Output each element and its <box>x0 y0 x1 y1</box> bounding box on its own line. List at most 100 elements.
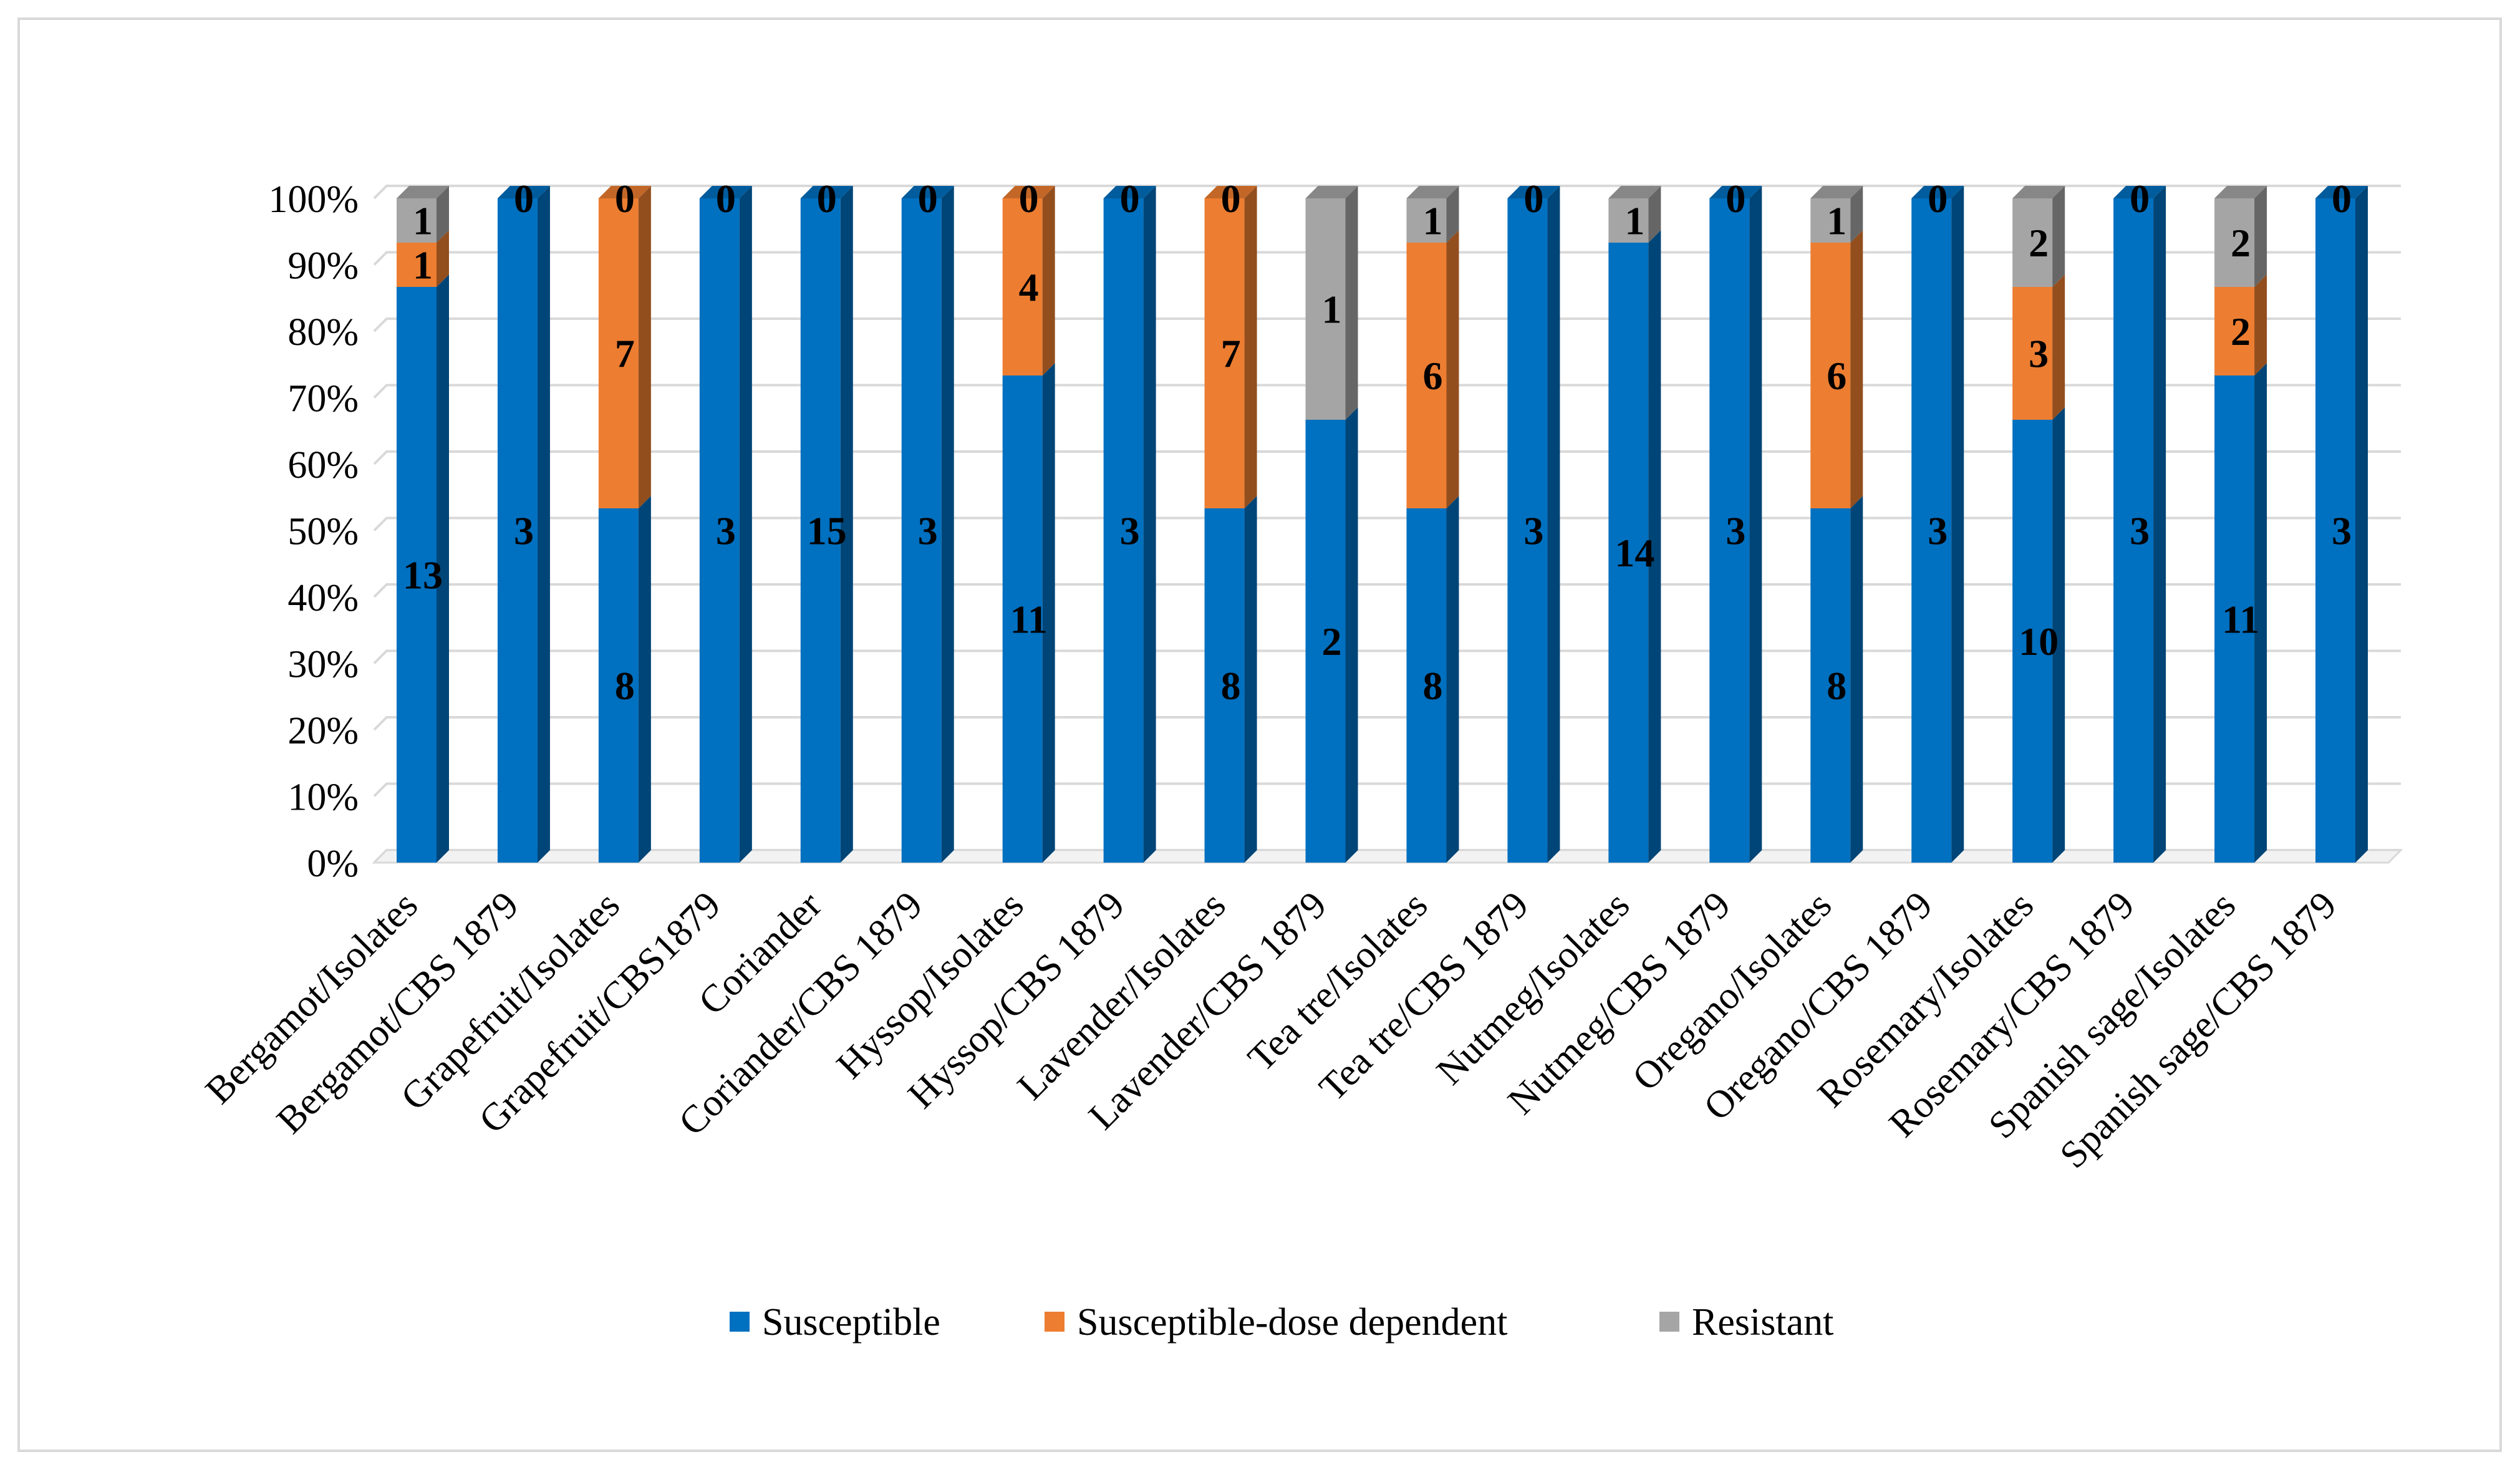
data-labels: 1311300870300150030011403008702186130014… <box>403 177 2352 708</box>
data-label: 11 <box>1010 598 1047 642</box>
data-label: 3 <box>716 509 736 553</box>
data-label: 3 <box>2029 332 2049 376</box>
gridline <box>373 450 2401 465</box>
bar-segment-susceptible <box>1204 496 1257 863</box>
data-label: 0 <box>1221 177 1241 221</box>
bar-segment-resistant <box>2214 186 2267 287</box>
data-label: 1 <box>413 199 433 243</box>
y-tick-label: 60% <box>287 444 359 487</box>
y-tick-label: 100% <box>268 178 359 221</box>
data-label: 0 <box>1928 177 1948 221</box>
bars <box>397 186 2368 863</box>
data-label: 8 <box>1422 664 1442 708</box>
data-label: 1 <box>1827 199 1847 243</box>
legend-item: Susceptible-dose dependent <box>1045 1301 1507 1344</box>
bar-segment-susceptible <box>1810 496 1863 863</box>
data-label: 3 <box>1120 509 1140 553</box>
data-label: 0 <box>1523 177 1543 221</box>
data-label: 0 <box>817 177 837 221</box>
data-label: 0 <box>1120 177 1140 221</box>
data-label: 4 <box>1019 265 1039 309</box>
data-label: 3 <box>918 509 938 553</box>
gridline <box>373 516 2401 531</box>
data-label: 0 <box>2130 177 2150 221</box>
data-label: 0 <box>514 177 534 221</box>
data-label: 8 <box>1827 664 1847 708</box>
svg-text:Susceptible: Susceptible <box>762 1301 940 1344</box>
data-label: 0 <box>1928 177 1948 221</box>
data-label: 8 <box>1221 664 1241 708</box>
data-label: 7 <box>615 332 635 376</box>
data-label: 2 <box>2231 309 2251 354</box>
data-label: 0 <box>716 177 736 221</box>
svg-text:Resistant: Resistant <box>1692 1301 1833 1344</box>
bar-segment-resistant <box>1810 186 1863 243</box>
bar-segment-resistant <box>2012 186 2065 287</box>
bar-segment-susceptible <box>497 186 550 863</box>
y-tick-label: 80% <box>287 311 359 354</box>
bar-segment-susceptible-dose-dependent <box>1810 230 1863 508</box>
gridline <box>373 185 2401 200</box>
data-label: 0 <box>817 177 837 221</box>
data-label: 0 <box>514 177 534 221</box>
bar-segment-susceptible-dose-dependent <box>1406 230 1459 508</box>
data-label: 0 <box>1523 177 1543 221</box>
bar-segment-susceptible-dose-dependent <box>1002 186 1055 375</box>
bar-segment-susceptible-dose-dependent <box>1204 186 1257 508</box>
data-label: 0 <box>918 177 938 221</box>
data-label: 3 <box>2332 509 2352 553</box>
bar-segment-susceptible <box>1507 186 1560 863</box>
data-label: 2 <box>2029 221 2049 265</box>
bar-segment-susceptible <box>2315 186 2368 863</box>
bar-segment-susceptible <box>397 274 449 863</box>
bar-segment-susceptible <box>598 496 651 863</box>
gridline <box>373 716 2401 731</box>
data-label: 3 <box>1726 509 1745 553</box>
bar-segment-susceptible <box>1608 230 1661 863</box>
data-label: 0 <box>1019 177 1039 221</box>
bar-segment-resistant <box>1305 186 1358 420</box>
bar-segment-susceptible-dose-dependent <box>2012 274 2065 420</box>
gridline <box>373 317 2401 332</box>
data-label: 3 <box>1523 509 1543 553</box>
bar-segment-resistant <box>397 186 449 243</box>
bar-segment-susceptible-dose-dependent <box>397 230 449 287</box>
data-label: 1 <box>1322 288 1342 332</box>
y-tick-label: 20% <box>287 710 359 752</box>
data-label: 0 <box>2130 177 2150 221</box>
bar-segment-resistant <box>1608 186 1661 243</box>
bar-segment-susceptible <box>2012 407 2065 863</box>
gridlines <box>372 185 2403 864</box>
y-axis: 0% 10% 20% 30% 40% 50% 60% 70% 80% 90% 100% <box>268 178 359 885</box>
data-label: 0 <box>615 177 635 221</box>
data-label: 10 <box>2019 619 2059 664</box>
data-label: 2 <box>1322 619 1342 664</box>
legend-item: Susceptible <box>730 1301 940 1344</box>
legend: Susceptible Susceptible-dose dependent Res… <box>730 1301 1833 1344</box>
bar-segment-susceptible <box>1002 363 1055 863</box>
y-tick-label: 30% <box>287 644 359 686</box>
bar-segment-susceptible-dose-dependent <box>2214 274 2267 375</box>
bar-segment-susceptible <box>2214 363 2267 863</box>
y-tick-label: 0% <box>307 843 359 885</box>
bar-segment-resistant <box>1406 186 1459 243</box>
svg-text:Susceptible-dose dependent: Susceptible-dose dependent <box>1077 1301 1507 1344</box>
bar-segment-susceptible <box>1103 186 1156 863</box>
gridline <box>373 251 2401 266</box>
gridline <box>373 782 2401 797</box>
data-label: 0 <box>1726 177 1745 221</box>
data-label: 11 <box>2222 598 2259 642</box>
plot-floor <box>372 849 2403 864</box>
data-label: 0 <box>716 177 736 221</box>
bar-segment-susceptible <box>901 186 954 863</box>
data-label: 15 <box>807 509 847 553</box>
data-label: 14 <box>1615 531 1654 575</box>
data-label: 1 <box>1422 199 1442 243</box>
data-label: 0 <box>1726 177 1745 221</box>
y-tick-label: 10% <box>287 777 359 819</box>
y-tick-label: 70% <box>287 378 359 420</box>
bar-segment-susceptible-dose-dependent <box>598 186 651 508</box>
gridline <box>373 583 2401 598</box>
